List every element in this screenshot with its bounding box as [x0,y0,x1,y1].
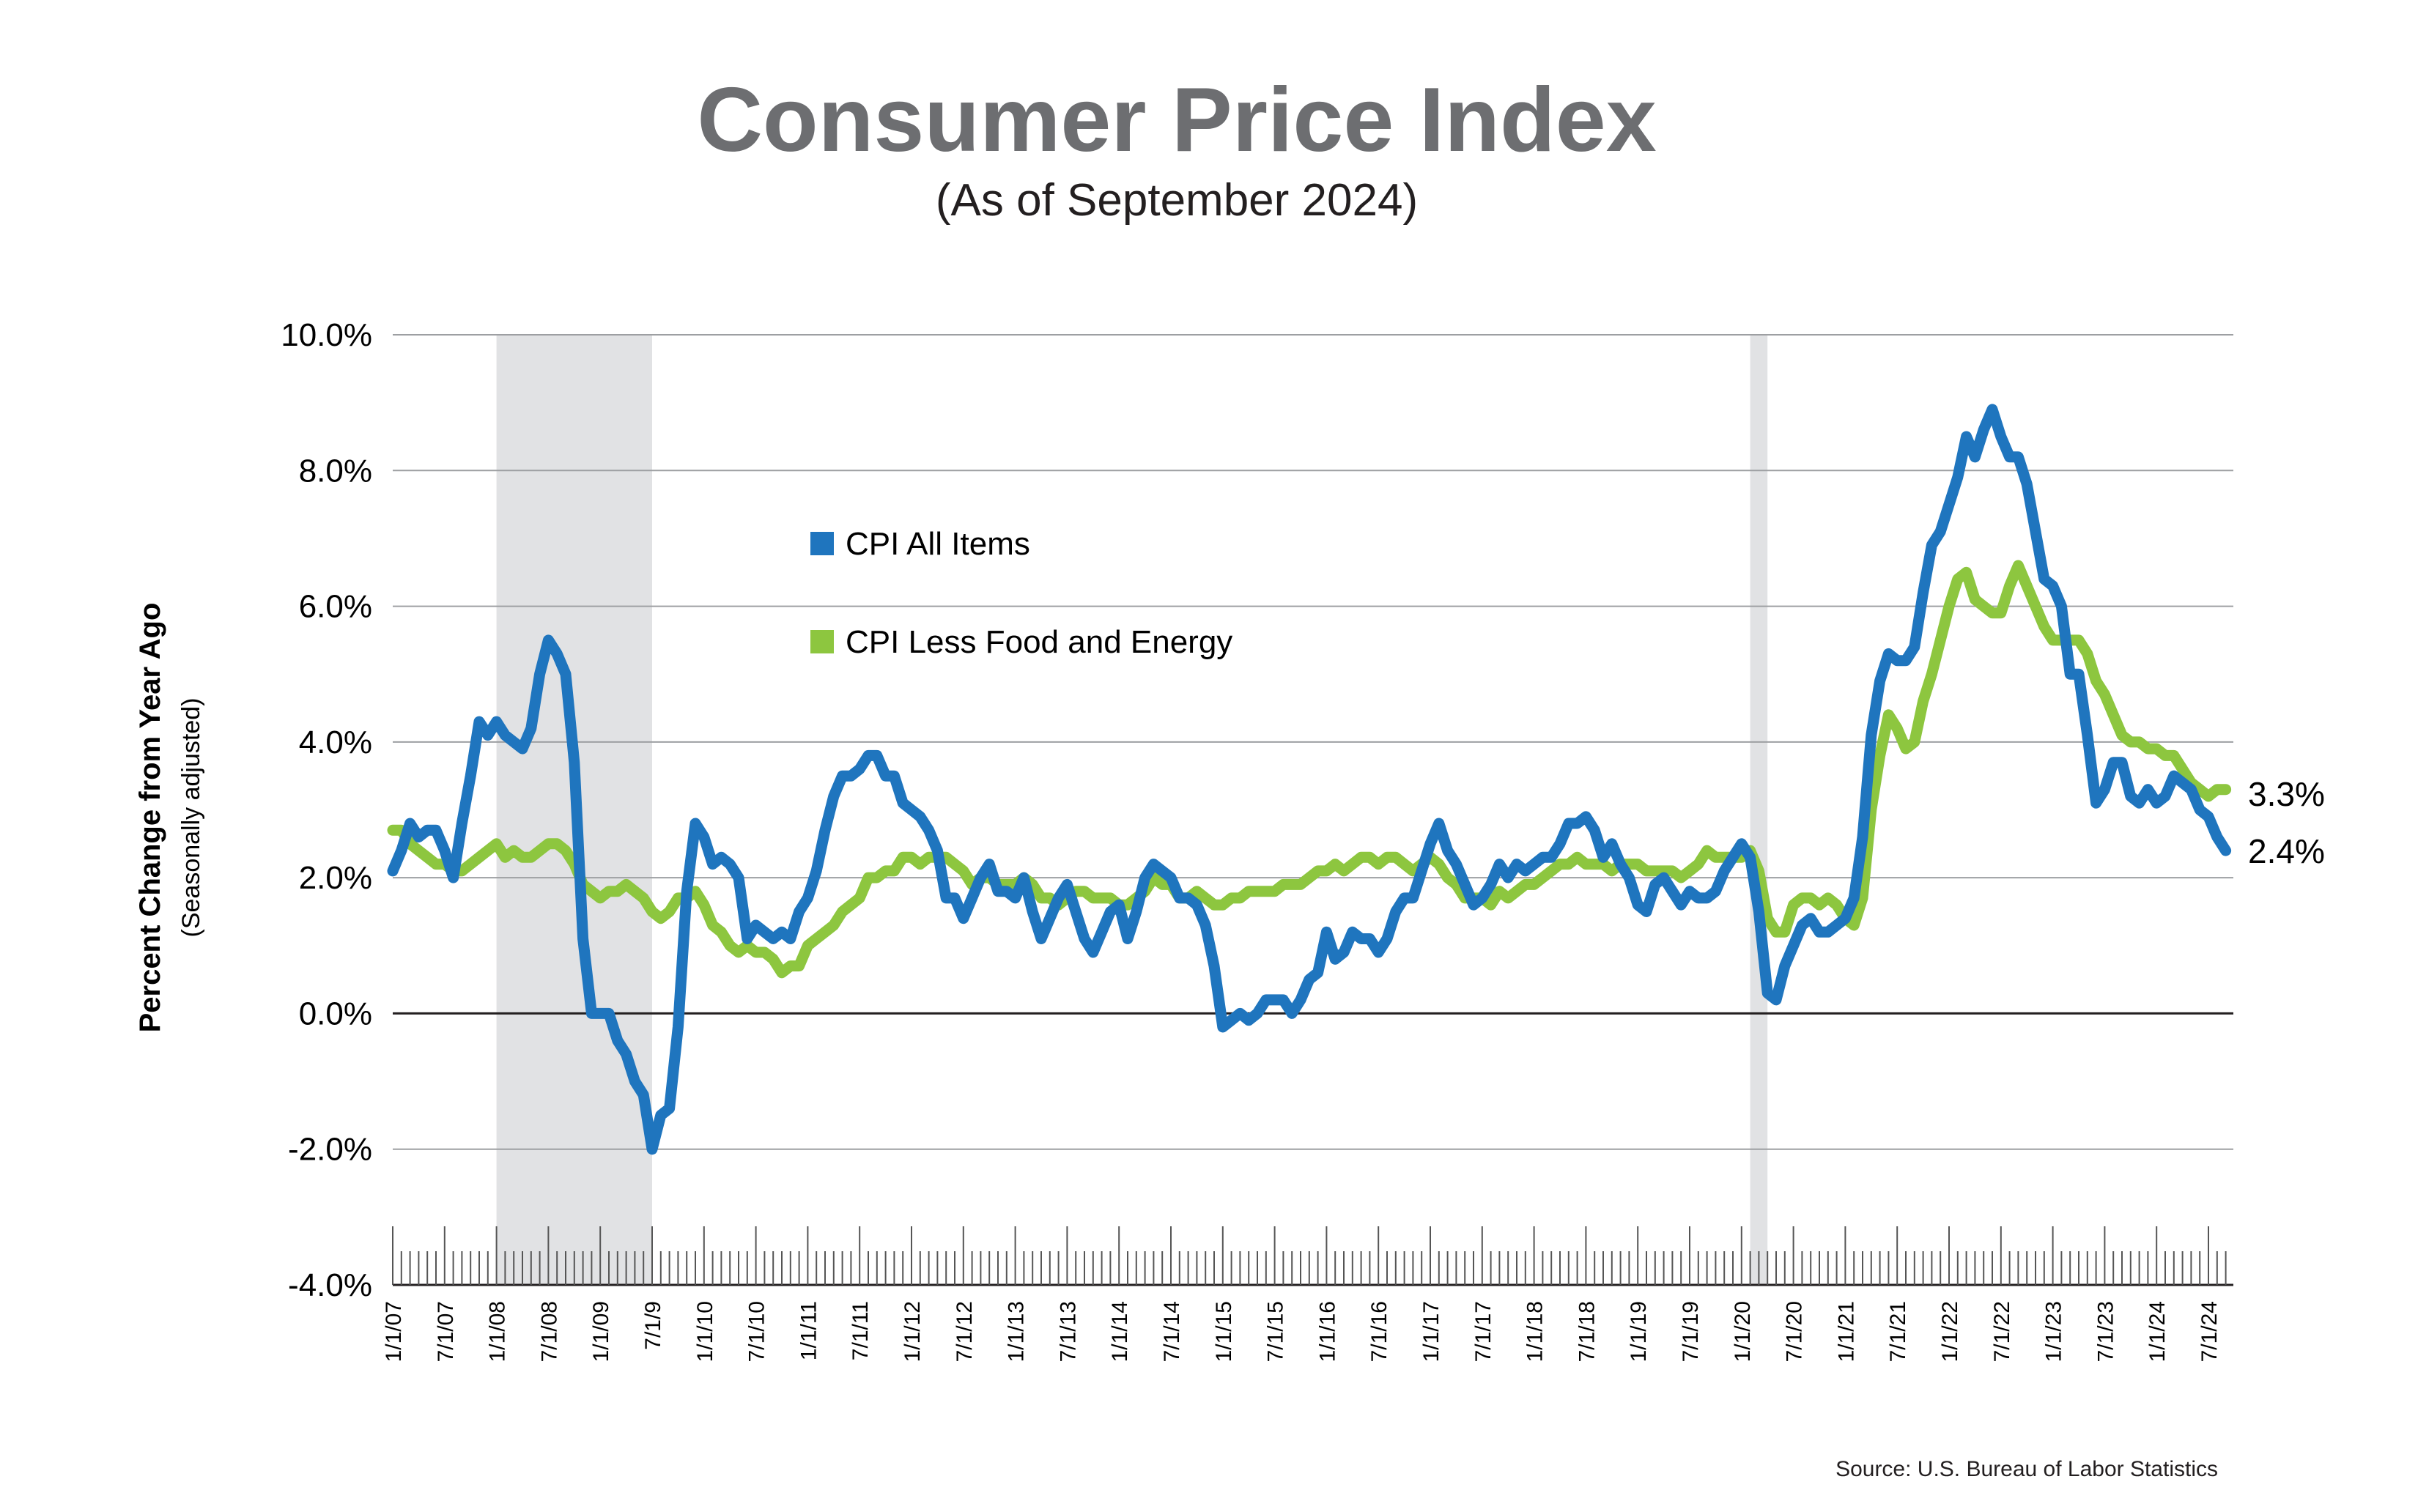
x-tick-label: 1/1/22 [1938,1301,1962,1362]
x-tick-label: 7/1/11 [848,1301,873,1360]
y-tick-label: 8.0% [299,453,372,489]
series-line-cpi-core [387,560,2232,979]
y-tick-label: 0.0% [299,996,372,1031]
x-tick-label: 1/1/20 [1731,1301,1755,1362]
x-tick-label: 1/1/07 [382,1301,406,1362]
x-tick-label: 1/1/16 [1315,1301,1339,1362]
x-tick-label: 1/1/24 [2145,1301,2170,1362]
x-tick-label: 1/1/21 [1834,1301,1858,1362]
y-tick-label: 10.0% [281,317,372,353]
x-tick-label: 1/1/18 [1523,1301,1548,1362]
x-tick-label: 7/1/17 [1471,1301,1495,1362]
legend: CPI All Items CPI Less Food and Energy [810,526,1232,660]
chart-title: Consumer Price Index [697,70,1656,171]
x-tick-label: 7/1/23 [2093,1301,2118,1362]
y-tick-label: 6.0% [299,589,372,625]
x-tick-label: 7/1/10 [745,1301,769,1362]
x-tick-label: 7/1/12 [953,1301,977,1362]
x-tick-label: 1/1/19 [1627,1301,1651,1362]
x-tick-label: 7/1/21 [1886,1301,1910,1362]
x-tick-label: 1/1/11 [796,1301,821,1360]
source-note: Source: U.S. Bureau of Labor Statistics [1835,1457,2218,1481]
y-axis-ticks: -4.0% -2.0% 0.0% 2.0% 4.0% 6.0% 8.0% 10.0% [281,317,372,1303]
end-label-cpi-core: 3.3% [2248,775,2325,813]
x-tick-label: 1/1/15 [1212,1301,1236,1362]
gridlines [393,334,2233,1286]
x-tick-label: 1/1/09 [589,1301,613,1362]
y-axis-label: Percent Change from Year Ago [134,603,166,1033]
x-tick-label: 7/1/24 [2197,1301,2222,1362]
end-label-cpi-all-items: 2.4% [2248,832,2325,870]
x-tick-label: 7/1/08 [537,1301,561,1362]
x-tick-label: 1/1/13 [1005,1301,1029,1362]
y-tick-label: 2.0% [299,860,372,896]
legend-swatch-cpi-core [810,630,834,653]
recession-band [1750,335,1768,1285]
x-tick-label: 7/1/18 [1575,1301,1599,1362]
x-tick-label: 1/1/12 [901,1301,925,1362]
x-tick-label: 1/1/23 [2042,1301,2066,1362]
x-tick-label: 7/1/14 [1160,1301,1184,1362]
legend-label-cpi-all-items: CPI All Items [846,526,1030,562]
legend-swatch-cpi-all-items [810,532,834,555]
x-tick-label: 1/1/17 [1419,1301,1443,1362]
x-tick-label: 7/1/19 [1679,1301,1703,1362]
y-axis-sublabel: (Seasonally adjusted) [177,698,205,938]
recession-bands [496,335,1768,1285]
x-tick-label: 7/1/15 [1264,1301,1288,1362]
x-tick-label: 7/1/16 [1367,1301,1391,1362]
x-axis: 1/1/07 7/1/07 1/1/08 7/1/08 1/1/09 7/1/9 1/1/1… [382,1226,2227,1362]
x-tick-label: 7/1/22 [1990,1301,2014,1362]
y-tick-label: -4.0% [288,1267,372,1303]
x-tick-label: 1/1/14 [1108,1301,1132,1362]
legend-label-cpi-core: CPI Less Food and Energy [846,624,1232,660]
x-tick-label: 7/1/20 [1783,1301,1807,1362]
series-lines [387,404,2232,1155]
y-axis-title: Percent Change from Year Ago (Seasonally… [134,603,205,1033]
series-line-cpi-all-items [387,404,2232,1155]
y-tick-label: 4.0% [299,724,372,760]
x-tick-label: 1/1/10 [693,1301,717,1362]
y-tick-label: -2.0% [288,1132,372,1168]
x-tick-label: 7/1/07 [434,1301,458,1362]
x-tick-label: 7/1/13 [1056,1301,1080,1362]
chart-subtitle: (As of September 2024) [936,175,1418,226]
x-tick-label: 7/1/9 [641,1301,665,1350]
x-tick-label: 1/1/08 [486,1301,510,1362]
